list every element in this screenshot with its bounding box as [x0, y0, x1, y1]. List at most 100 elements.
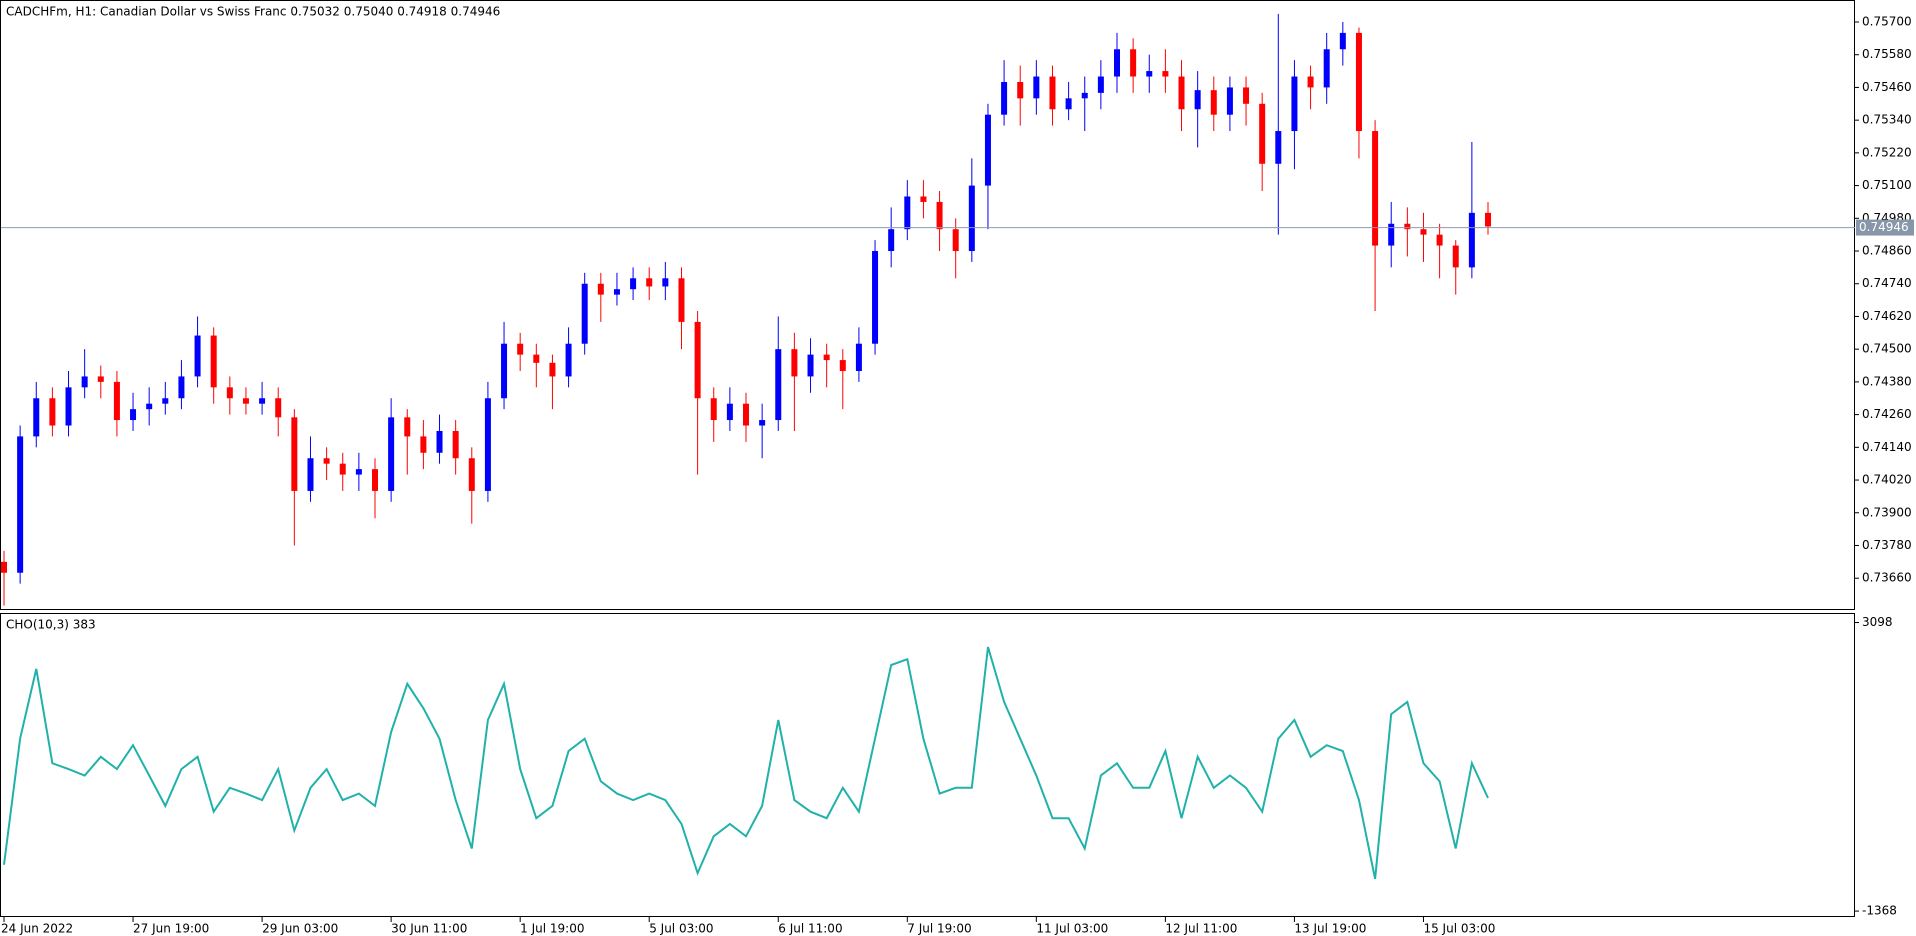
- candle-body: [194, 335, 201, 377]
- x-tick-label: 24 Jun 2022: [1, 922, 73, 936]
- candle-body: [791, 349, 798, 377]
- candle-body: [726, 403, 733, 421]
- candle-body: [130, 409, 137, 421]
- y-tick-label: 0.73660: [1862, 571, 1912, 585]
- candle-body: [565, 343, 572, 377]
- candle-body: [662, 278, 669, 287]
- indicator-panel: [0, 613, 1855, 917]
- candle-body: [1404, 223, 1411, 230]
- x-tick-label: 6 Jul 11:00: [778, 922, 842, 936]
- candle-body: [920, 196, 927, 202]
- candle-body: [872, 251, 879, 344]
- y-tick-label: 0.73780: [1862, 538, 1912, 552]
- candle-body: [694, 321, 701, 399]
- y-tick-label: 3098: [1862, 615, 1893, 629]
- candle-body: [1033, 76, 1040, 99]
- candle-body: [1275, 131, 1282, 164]
- candle-body: [468, 458, 475, 491]
- x-tick-label: 30 Jun 11:00: [391, 922, 467, 936]
- candle-body: [1097, 76, 1104, 93]
- candle-body: [484, 398, 491, 491]
- candle-body: [1178, 76, 1185, 110]
- candle-body: [1355, 32, 1362, 132]
- candle-body: [162, 398, 169, 404]
- candle-body: [613, 289, 620, 295]
- candle-body: [452, 430, 459, 459]
- y-tick-label: 0.75100: [1862, 178, 1912, 192]
- candle-body: [1017, 81, 1024, 99]
- candle-body: [646, 278, 653, 287]
- candle-body: [1114, 49, 1120, 77]
- candle-body: [630, 278, 637, 290]
- x-tick-label: 13 Jul 19:00: [1294, 922, 1366, 936]
- y-tick-label: 0.74740: [1862, 276, 1912, 290]
- y-tick-label: 0.75460: [1862, 80, 1912, 94]
- indicator-title: CHO(10,3) 383: [6, 618, 96, 632]
- candle-body: [1323, 49, 1330, 88]
- candle-body: [178, 376, 185, 399]
- candle-body: [936, 201, 943, 230]
- candle-body: [81, 376, 88, 388]
- candle-body: [113, 381, 120, 421]
- candle-body: [1339, 32, 1346, 50]
- candle-body: [388, 417, 395, 491]
- indicator-line: [3, 646, 1489, 880]
- candle-body: [823, 354, 830, 361]
- candle-body: [65, 387, 72, 426]
- y-tick-label: 0.74020: [1862, 473, 1912, 487]
- candle-body: [1388, 223, 1395, 246]
- candle-body: [839, 360, 846, 371]
- y-tick-label: 0.75700: [1862, 14, 1912, 28]
- candle-body: [710, 398, 717, 421]
- candle-body: [759, 420, 766, 426]
- candle-body: [1049, 76, 1056, 110]
- candle-body: [1162, 71, 1169, 77]
- x-tick-label: 5 Jul 03:00: [649, 922, 713, 936]
- candle-body: [1194, 90, 1201, 110]
- candle-body: [259, 398, 266, 404]
- candle-body: [1243, 87, 1250, 104]
- candle-body: [1436, 234, 1443, 246]
- candle-body: [323, 458, 330, 464]
- candle-body: [775, 349, 782, 421]
- y-tick-label: 0.74140: [1862, 440, 1912, 454]
- current-price-box: [1856, 219, 1914, 236]
- candle-body: [1468, 212, 1475, 268]
- candle-body: [1130, 49, 1137, 77]
- y-tick-label: 0.75340: [1862, 113, 1912, 127]
- x-tick-label: 27 Jun 19:00: [133, 922, 209, 936]
- chart-title: CADCHFm, H1: Canadian Dollar vs Swiss Fr…: [6, 5, 500, 19]
- y-tick-label: 0.74620: [1862, 309, 1912, 323]
- candle-body: [678, 278, 685, 322]
- candle-body: [1452, 245, 1459, 268]
- candle-body: [1065, 98, 1072, 110]
- candle-body: [855, 343, 862, 371]
- candle-body: [436, 430, 443, 453]
- candle-body: [291, 417, 298, 491]
- candle-body: [1146, 71, 1153, 77]
- candle-body: [1226, 87, 1233, 115]
- x-tick-label: 29 Jun 03:00: [262, 922, 338, 936]
- candle-body: [242, 398, 249, 404]
- y-tick-label: 0.74260: [1862, 407, 1912, 421]
- candle-body: [1, 561, 7, 573]
- candle-body: [1081, 92, 1088, 99]
- current-price-label: 0.74946: [1859, 220, 1909, 234]
- candle-body: [307, 458, 314, 491]
- y-tick-label: 0.74380: [1862, 374, 1912, 388]
- candle-body: [501, 343, 508, 399]
- candle-body: [17, 436, 24, 573]
- candle-body: [1372, 131, 1379, 246]
- candle-body: [888, 229, 895, 252]
- candle-body: [1001, 81, 1008, 115]
- x-tick-label: 7 Jul 19:00: [907, 922, 971, 936]
- x-tick-label: 11 Jul 03:00: [1036, 922, 1108, 936]
- candle-body: [968, 185, 975, 252]
- candle-body: [339, 463, 346, 475]
- candle-body: [743, 403, 749, 426]
- y-tick-label: 0.75580: [1862, 47, 1912, 61]
- candle-body: [807, 354, 814, 377]
- candle-body: [33, 398, 40, 437]
- candle-body: [372, 469, 378, 491]
